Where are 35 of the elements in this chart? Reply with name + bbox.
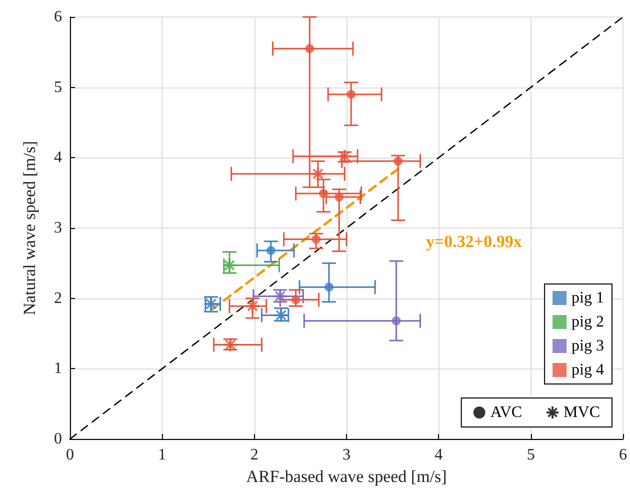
y-tick-label: 2	[54, 290, 62, 307]
y-axis-title: Natural wave speed [m/s]	[20, 140, 39, 316]
point	[392, 316, 401, 326]
legend-label: pig 4	[572, 362, 604, 378]
x-tick-label: 3	[342, 446, 350, 464]
legend-label: MVC	[564, 404, 600, 421]
point	[346, 90, 356, 99]
y-tick-label: 0	[54, 430, 62, 448]
y-tick-label: 3	[54, 220, 62, 236]
point	[318, 189, 328, 198]
x-tick-label: 2	[250, 446, 258, 464]
point	[394, 156, 403, 166]
annotation: y=0.32+0.99x	[426, 232, 522, 251]
x-axis-title: ARF-based wave speed [m/s]	[246, 466, 447, 486]
y-tick-label: 4	[54, 149, 62, 166]
legend-label: AVC	[490, 404, 522, 421]
x-tick-label: 1	[158, 446, 166, 464]
point	[334, 192, 344, 202]
point	[310, 166, 326, 182]
y-tick-label: 5	[54, 78, 62, 96]
point	[324, 282, 334, 292]
point	[312, 234, 321, 244]
y-tick-label: 6	[54, 8, 62, 26]
point	[305, 44, 314, 54]
legend-label: pig 3	[572, 338, 604, 354]
point	[291, 295, 300, 304]
legend-label: pig 1	[572, 290, 604, 306]
legend-label: pig 2	[572, 314, 604, 330]
point	[222, 258, 237, 273]
x-tick-label: 0	[66, 446, 74, 464]
x-tick-label: 4	[434, 446, 443, 464]
point	[266, 246, 276, 256]
x-tick-label: 6	[619, 446, 627, 464]
y-tick-label: 1	[54, 360, 62, 378]
x-tick-label: 5	[526, 446, 535, 464]
